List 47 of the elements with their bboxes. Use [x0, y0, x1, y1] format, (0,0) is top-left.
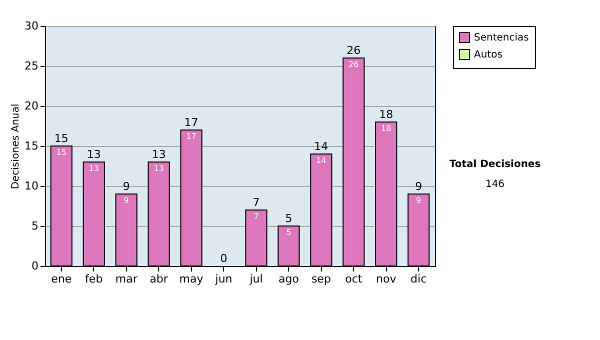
y-tick-label: 0	[32, 260, 38, 272]
total-label: 13	[152, 148, 166, 161]
x-tick-label: ago	[278, 272, 300, 286]
x-tick-label: sep	[311, 272, 331, 286]
data-label: 26	[348, 60, 359, 69]
data-label: 14	[316, 156, 326, 165]
data-label: 13	[88, 164, 99, 173]
x-tick-label: oct	[345, 272, 363, 286]
y-tick-label: 10	[24, 180, 38, 192]
total-label: 13	[86, 148, 101, 161]
total-label: 0	[220, 252, 228, 265]
y-axis-title: Decisiones Anual	[10, 104, 22, 190]
total-label: 26	[346, 44, 361, 57]
legend-label: Autos	[474, 50, 502, 60]
x-tick-label: feb	[85, 272, 103, 286]
text: Total Decisiones	[449, 159, 541, 170]
y-tick-label: 25	[24, 60, 38, 72]
data-label: 15	[56, 148, 66, 157]
data-label: 17	[186, 132, 196, 141]
x-tick-label: jun	[214, 272, 232, 286]
data-label: 5	[286, 228, 292, 237]
total-label: 14	[314, 140, 328, 153]
x-tick-label: dic	[410, 272, 427, 286]
data-label: 13	[154, 164, 164, 173]
x-tick-label: may	[179, 272, 204, 286]
y-tick-label: 5	[32, 220, 38, 232]
x-tick-label: ene	[51, 272, 72, 286]
total-label: 5	[285, 212, 292, 225]
data-label: 9	[124, 196, 129, 205]
data-label: 18	[381, 124, 392, 133]
total-label: 9	[122, 180, 130, 193]
y-tick-label: 30	[24, 20, 38, 32]
x-tick-label: mar	[115, 272, 138, 286]
total-label: 9	[415, 180, 422, 193]
x-tick-label: abr	[150, 272, 168, 286]
data-label: 9	[416, 196, 422, 205]
y-tick-label: 20	[24, 100, 38, 112]
x-tick-label: jul	[248, 272, 263, 286]
total-label: 15	[54, 132, 68, 145]
data-label: 7	[254, 212, 259, 221]
total-label: 17	[184, 116, 198, 129]
text: 146	[485, 179, 505, 190]
total-label: 18	[379, 108, 394, 121]
total-label: 7	[252, 196, 260, 209]
x-tick-label: nov	[376, 272, 397, 286]
legend-label: Sentencias	[474, 32, 529, 44]
y-tick-label: 15	[24, 140, 38, 152]
